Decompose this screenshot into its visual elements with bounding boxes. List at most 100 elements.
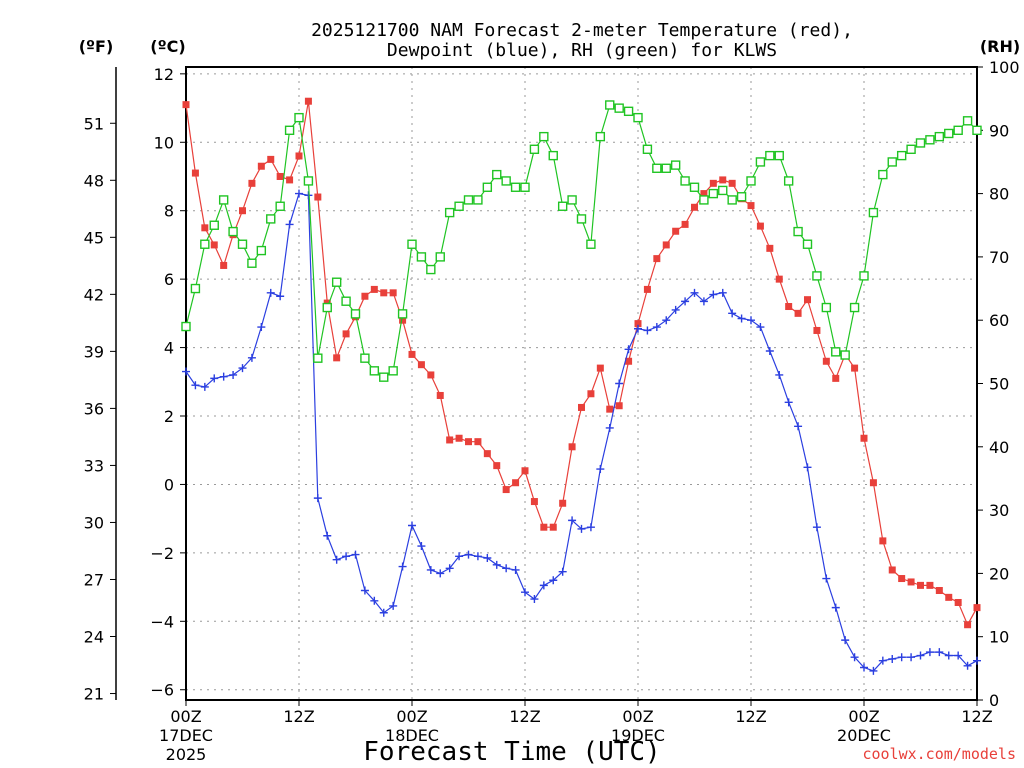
temperature-point: [568, 443, 576, 451]
temperature-point: [851, 364, 859, 372]
dewpoint-point: [954, 651, 963, 660]
temperature-point: [719, 176, 727, 184]
dewpoint-point: [398, 562, 407, 571]
rh-point: [614, 103, 624, 113]
dewpoint-point: [549, 576, 558, 585]
dewpoint-point: [860, 663, 868, 672]
dewpoint-point: [737, 314, 746, 323]
dewpoint-point: [436, 569, 445, 578]
fahrenheit-tick-label: 36: [84, 399, 104, 418]
celsius-tick-label: 6: [164, 270, 174, 289]
temperature-point: [380, 289, 388, 297]
x-axis-label: Forecast Time (UTC): [363, 737, 660, 767]
rh-point: [379, 372, 389, 382]
dewpoint-point: [784, 398, 793, 407]
dewpoint-point: [925, 648, 934, 657]
temperature-point: [342, 330, 350, 338]
dewpoint-point: [539, 581, 548, 590]
temperature-point: [869, 479, 877, 487]
temperature-point: [257, 162, 265, 170]
celsius-tick-label: 10: [154, 133, 174, 152]
rh-point: [313, 353, 323, 363]
dewpoint-point: [888, 654, 897, 663]
temperature-point: [276, 172, 284, 180]
dewpoint-point: [822, 574, 831, 583]
rh-point: [331, 277, 342, 287]
rh-point: [661, 163, 671, 173]
fahrenheit-tick-label: 21: [84, 685, 104, 704]
temperature-point: [239, 207, 246, 215]
temperature-point: [615, 402, 623, 410]
rh-point: [492, 169, 502, 180]
temperature-point: [747, 202, 755, 210]
rh-point: [181, 321, 191, 332]
rh-point: [915, 138, 926, 148]
temperature-point: [512, 479, 520, 487]
rh-tick-label: 40: [989, 438, 1009, 457]
dewpoint-point: [408, 521, 416, 530]
rh-point: [200, 239, 210, 249]
rh-point: [642, 144, 653, 154]
dewpoint-point: [681, 297, 690, 306]
time-tick-label: 00Z: [848, 707, 879, 726]
temperature-point: [879, 537, 887, 545]
temperature-point: [304, 97, 312, 105]
fahrenheit-tick-label: 48: [84, 171, 104, 190]
temperature-point: [314, 193, 322, 201]
temperature-point: [493, 462, 501, 470]
rh-tick-label: 70: [989, 248, 1009, 267]
dewpoint-point: [878, 656, 887, 665]
temperature-point: [530, 498, 538, 506]
fahrenheit-tick-label: 27: [84, 570, 104, 589]
rh-point: [473, 195, 483, 205]
rh-point: [896, 150, 907, 161]
dewpoint-point: [671, 305, 680, 314]
rh-point: [812, 271, 822, 281]
rh-point: [906, 144, 916, 154]
temperature-point: [191, 169, 199, 177]
rh-point: [510, 182, 521, 192]
time-tick-label: 18DEC: [385, 726, 439, 745]
rh-point: [821, 302, 832, 313]
dewpoint-point: [511, 565, 520, 574]
temperature-point: [446, 436, 454, 444]
dewpoint-point: [907, 653, 916, 662]
time-tick-label: 2025: [166, 745, 207, 764]
rh-point: [934, 131, 945, 142]
rh-tick-label: 0: [989, 691, 999, 710]
dewpoint-point: [229, 370, 238, 379]
rh-tick-label: 20: [989, 564, 1009, 583]
dewpoint-point: [342, 552, 351, 561]
temperature-point: [286, 176, 294, 184]
time-tick-label: 12Z: [961, 707, 992, 726]
dewpoint-point: [370, 596, 379, 605]
temperature-point: [361, 292, 369, 300]
temperature-point: [549, 523, 557, 531]
dewpoint-point: [577, 524, 586, 533]
celsius-tick-label: −6: [150, 681, 174, 700]
rh-point: [859, 271, 869, 281]
temperature-point: [606, 405, 614, 413]
temperature-point: [201, 224, 209, 232]
temperature-point: [945, 593, 953, 601]
dewpoint-point: [332, 555, 341, 564]
rh-point: [237, 239, 248, 249]
dewpoint-point: [483, 554, 492, 563]
watermark: coolwx.com/models: [862, 745, 1016, 763]
temperature-point: [832, 374, 840, 382]
dewpoint-point: [605, 423, 614, 432]
dewpoint-point: [850, 653, 859, 662]
temperature-point: [973, 604, 981, 612]
temperature-point: [267, 155, 275, 163]
dewpoint-point: [944, 651, 953, 660]
dewpoint-point: [455, 552, 464, 561]
temperature-point: [785, 303, 793, 311]
temperature-point: [578, 403, 585, 411]
fahrenheit-axis-unit: (ºF): [79, 37, 114, 56]
rh-point: [463, 195, 474, 205]
dewpoint-point: [615, 379, 624, 388]
temperature-point: [625, 357, 633, 365]
rh-point: [548, 150, 558, 161]
rh-point: [689, 182, 700, 192]
dewpoint-point: [568, 516, 577, 525]
